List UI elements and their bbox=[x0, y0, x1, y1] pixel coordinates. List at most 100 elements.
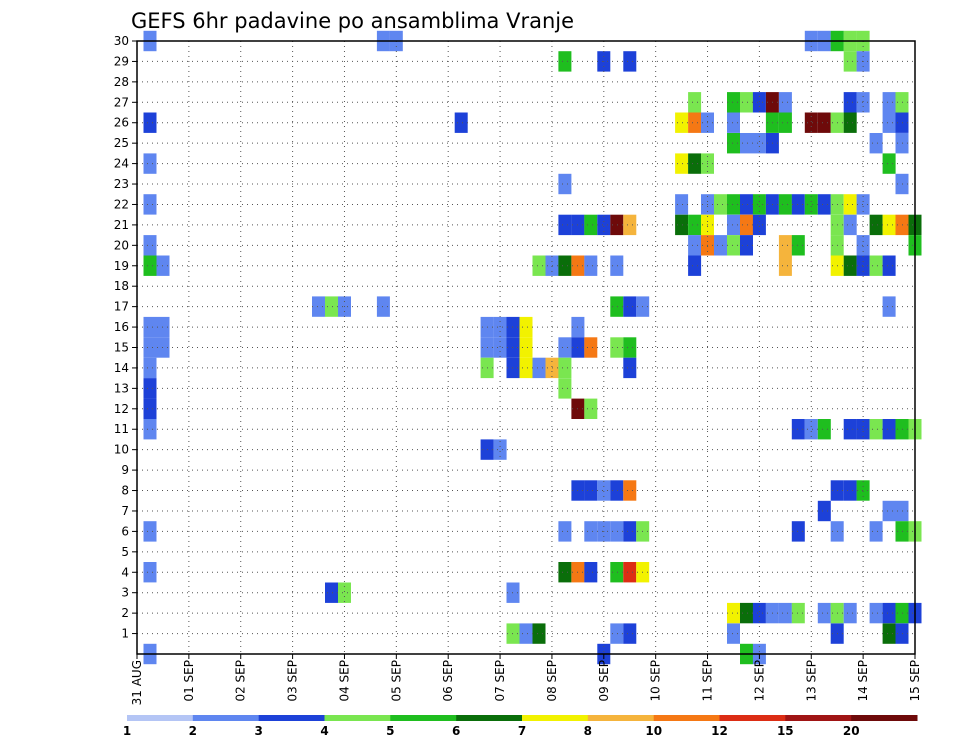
heatmap-cell bbox=[584, 480, 598, 501]
heatmap-cell bbox=[791, 419, 805, 440]
heatmap-cell bbox=[869, 602, 883, 624]
y-tick-label: 30 bbox=[114, 34, 129, 48]
y-tick-label: 18 bbox=[114, 279, 129, 293]
heatmap-cell bbox=[869, 521, 883, 542]
heatmap-cell bbox=[532, 357, 546, 379]
heatmap-cell bbox=[856, 92, 870, 113]
y-tick-label: 2 bbox=[121, 606, 129, 620]
heatmap-cell bbox=[584, 521, 598, 542]
heatmap-cell bbox=[882, 255, 896, 276]
heatmap-cell bbox=[727, 112, 740, 133]
heatmap-cell bbox=[856, 419, 870, 440]
y-tick-label: 27 bbox=[114, 95, 129, 109]
heatmap-cell bbox=[791, 521, 805, 542]
heatmap-cell bbox=[752, 133, 766, 154]
heatmap-cell bbox=[817, 500, 831, 522]
heatmap-cell bbox=[882, 500, 896, 522]
colorbar-label: 6 bbox=[452, 724, 460, 738]
y-tick-label: 6 bbox=[121, 524, 129, 538]
heatmap-cell bbox=[843, 419, 857, 440]
heatmap-cell bbox=[882, 153, 896, 174]
x-tick-label: 01 SEP bbox=[182, 660, 196, 702]
colorbar-swatch bbox=[587, 715, 655, 721]
colorbar-label: 5 bbox=[386, 724, 394, 738]
colorbar-label: 20 bbox=[843, 724, 860, 738]
y-tick-label: 9 bbox=[121, 463, 129, 477]
y-tick-label: 3 bbox=[121, 586, 129, 600]
heatmap-cell bbox=[714, 235, 727, 256]
heatmap-cell bbox=[623, 214, 637, 236]
y-tick-label: 19 bbox=[114, 259, 129, 273]
heatmap-cell bbox=[882, 112, 896, 133]
heatmap-cell bbox=[778, 255, 792, 276]
heatmap-cell bbox=[778, 235, 792, 256]
colorbar-swatch bbox=[324, 715, 391, 721]
heatmap-cell bbox=[519, 623, 533, 644]
heatmap-cell bbox=[143, 398, 157, 419]
heatmap-cell bbox=[882, 419, 896, 440]
y-tick-label: 11 bbox=[114, 422, 129, 436]
heatmap-cell bbox=[610, 255, 624, 276]
heatmap-cell bbox=[688, 214, 702, 236]
heatmap-cell bbox=[856, 194, 870, 215]
colorbar-swatch bbox=[653, 715, 720, 721]
y-tick-label: 26 bbox=[114, 116, 129, 130]
heatmap-cell bbox=[727, 602, 740, 624]
colorbar-label: 3 bbox=[255, 724, 263, 738]
heatmap-cell bbox=[856, 480, 870, 501]
heatmap-cell bbox=[558, 337, 572, 358]
heatmap-cell bbox=[817, 419, 831, 440]
y-tick-label: 10 bbox=[114, 443, 129, 457]
heatmap-cell bbox=[623, 296, 637, 317]
colorbar-swatch bbox=[456, 715, 523, 721]
y-axis-ticks: 1234567891011121314151617181920212223242… bbox=[114, 34, 137, 641]
x-tick-label: 07 SEP bbox=[493, 660, 507, 702]
x-tick-label: 10 SEP bbox=[649, 660, 663, 702]
y-tick-label: 17 bbox=[114, 300, 129, 314]
heatmap-cell bbox=[454, 112, 468, 133]
x-tick-label: 03 SEP bbox=[286, 660, 300, 702]
heatmap-cell bbox=[727, 235, 740, 256]
x-tick-label: 05 SEP bbox=[389, 660, 403, 702]
heatmap-cell bbox=[727, 133, 740, 154]
colorbar-swatch bbox=[522, 715, 589, 721]
heatmap-cell bbox=[558, 378, 572, 399]
x-axis-ticks: 31 AUG 01 SEP 02 SEP 03 SEP 04 SEP 05 SEP 06 S… bbox=[130, 654, 922, 705]
heatmap-cell bbox=[610, 214, 624, 236]
heatmap-cell bbox=[376, 296, 390, 317]
heatmap-cell bbox=[843, 480, 857, 501]
heatmap-cell bbox=[325, 582, 338, 603]
y-tick-label: 12 bbox=[114, 402, 129, 416]
heatmap-cell bbox=[623, 51, 637, 72]
heatmap-cell bbox=[727, 623, 740, 644]
heatmap-cell bbox=[597, 480, 611, 501]
heatmap-cell bbox=[752, 92, 766, 113]
heatmap-cell bbox=[843, 602, 857, 624]
heatmap-cell bbox=[623, 521, 637, 542]
heatmap-cell bbox=[843, 112, 857, 133]
heatmap-cell bbox=[791, 602, 805, 624]
heatmap-cell bbox=[558, 173, 572, 195]
heatmap-cell bbox=[882, 214, 896, 236]
heatmap-cell bbox=[623, 562, 637, 583]
heatmap-cell bbox=[688, 112, 702, 133]
heatmap-cell bbox=[869, 419, 883, 440]
y-tick-label: 14 bbox=[114, 361, 129, 375]
heatmap-cell bbox=[688, 153, 702, 174]
colorbar-label: 2 bbox=[189, 724, 197, 738]
colorbar-label: 8 bbox=[584, 724, 592, 738]
heatmap-cell bbox=[778, 112, 792, 133]
heatmap-cell bbox=[519, 316, 533, 338]
y-tick-label: 16 bbox=[114, 320, 129, 334]
y-tick-label: 24 bbox=[114, 157, 129, 171]
colorbar-label: 10 bbox=[645, 724, 662, 738]
colorbar-swatch bbox=[719, 715, 786, 721]
heatmap-cell bbox=[143, 357, 157, 379]
heatmap-cell bbox=[143, 562, 157, 583]
heatmap-cell bbox=[778, 602, 792, 624]
colorbar-label: 4 bbox=[320, 724, 328, 738]
heatmap-cell bbox=[675, 153, 689, 174]
y-tick-label: 22 bbox=[114, 197, 129, 211]
heatmap-cell bbox=[519, 337, 533, 358]
heatmap-cell bbox=[752, 194, 766, 215]
